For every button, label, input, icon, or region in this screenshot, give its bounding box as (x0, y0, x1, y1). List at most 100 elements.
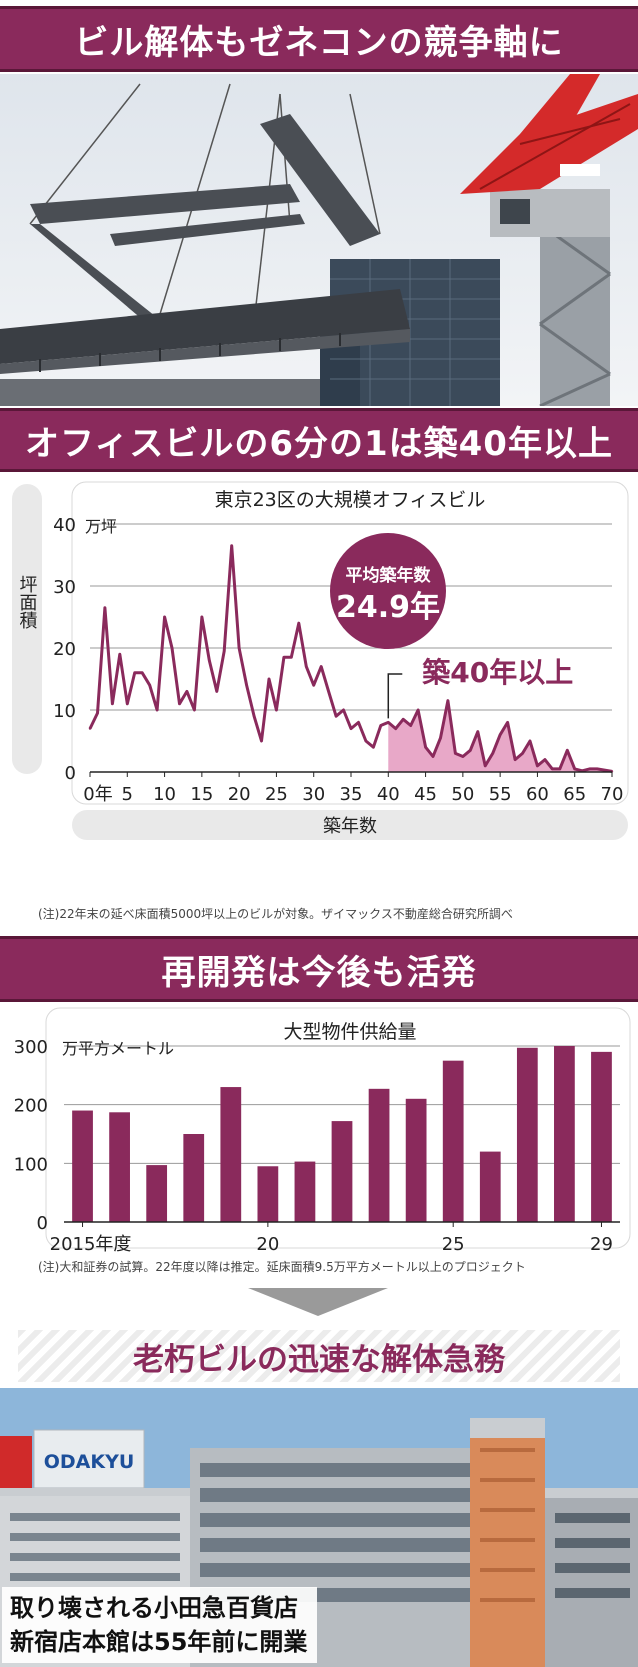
chart1-xtick: 50 (451, 784, 474, 805)
chart1-point (327, 690, 330, 693)
chart1-point (163, 615, 166, 619)
chart1-point (543, 758, 547, 761)
chart2-bar (479, 1151, 501, 1222)
chart1-point (528, 739, 532, 743)
chart1-point (305, 665, 308, 668)
chart1-xtick: 55 (489, 784, 512, 805)
chart1-point (96, 711, 99, 715)
chart2-bar (368, 1088, 390, 1222)
headline-4: 老朽ビルの迅速な解体急務 (133, 1341, 505, 1378)
chart2-area: 大型物件供給量 0 100 200 300 万平方メートル 2015年度 20 25 29 (0, 1004, 638, 1256)
annotation-label: 築40年以上 (421, 656, 573, 689)
chart1-ylabel: 坪面積 (17, 575, 38, 629)
down-arrow-icon (248, 1288, 388, 1316)
chart1-point (170, 646, 174, 650)
ylabel-pill (12, 484, 42, 774)
headline-banner-2: オフィスビルの6分の1は築40年以上 (0, 408, 638, 472)
chart1-point (334, 715, 338, 718)
chart1-point (349, 727, 353, 730)
chart1-point (141, 671, 144, 674)
chart2-bar (405, 1098, 427, 1222)
chart2-xtick: 20 (256, 1234, 279, 1255)
chart1-point (252, 715, 256, 718)
chart1-xtick: 65 (563, 784, 586, 805)
chart2-bar (220, 1087, 242, 1222)
chart1-point (267, 677, 271, 681)
chart1-point (357, 721, 360, 724)
chart1-point (133, 671, 136, 674)
chart2-title: 大型物件供給量 (283, 1021, 416, 1043)
chart1-note: (注)22年末の延べ床面積5000坪以上のビルが対象。ザイマックス不動産総合研究… (38, 907, 513, 921)
chart1-point (506, 721, 509, 724)
chart1-point (416, 708, 420, 712)
chart1-point (551, 767, 554, 771)
chart1-point (297, 622, 300, 625)
chart1-xtick: 0年 (83, 784, 112, 805)
chart1-point (178, 702, 181, 705)
chart1-point (372, 746, 375, 749)
chart1-point (573, 767, 576, 771)
chart2-bar (146, 1165, 168, 1222)
chart1-point (588, 767, 591, 771)
chart1-point (290, 656, 293, 659)
chart1-xlabel: 築年数 (323, 816, 377, 837)
chart1-point (312, 684, 315, 687)
chart2-xtick: 2015年度 (50, 1234, 132, 1255)
chart2-bar (554, 1046, 575, 1222)
headline-2: オフィスビルの6分の1は築40年以上 (25, 423, 613, 464)
chart2-xtick: 29 (590, 1234, 613, 1255)
chart1-ytick: 20 (53, 639, 76, 660)
photo-caption: 取り壊される小田急百貨店 新宿店本館は55年前に開業 (2, 1587, 318, 1663)
chart1-point (185, 690, 189, 693)
chart1-xtick: 30 (302, 784, 325, 805)
chart2-bar (331, 1121, 353, 1222)
chart1-point (223, 649, 226, 653)
chart1-point (566, 749, 569, 752)
chart1-ytick: 0 (65, 763, 76, 784)
department-store-photo: ODAKYU 取り壊される小田急百貨店 新宿店本館は (0, 1388, 638, 1667)
headline-1: ビル解体もゼネコンの競争軸に (74, 22, 564, 63)
chart1-point (245, 684, 248, 687)
chart1-point (521, 752, 524, 755)
chart1-ytick: 10 (53, 701, 76, 722)
chart1-xtick: 15 (190, 784, 213, 805)
chart1-point (319, 665, 323, 668)
chart2-bar (257, 1166, 279, 1222)
chart2-ytick: 300 (14, 1037, 48, 1058)
chart2-note: (注)大和証券の試算。22年度以降は推定。延床面積9.5万平方メートル以上のプロ… (38, 1260, 526, 1274)
average-age-bubble (330, 533, 446, 649)
chart1-ytick: 30 (53, 577, 76, 598)
photo-caption-line1: 取り壊される小田急百貨店 (10, 1594, 298, 1622)
chart1-unit: 万坪 (85, 517, 117, 536)
chart1-point (148, 684, 151, 687)
chart1-point (558, 767, 561, 771)
headline-banner-4: 老朽ビルの迅速な解体急務 (18, 1330, 620, 1382)
average-age-value: 24.9年 (336, 590, 440, 625)
chart1-xtick: 40 (377, 784, 400, 805)
chart1-point (536, 764, 539, 767)
store-sign: ODAKYU (44, 1451, 135, 1473)
chart1-point (394, 727, 397, 730)
chart1-point (379, 724, 383, 727)
chart2-bar (516, 1047, 538, 1222)
chart1-xtick: 20 (228, 784, 251, 805)
chart2-xtick: 25 (442, 1234, 465, 1255)
chart2-bar (294, 1161, 316, 1222)
chart2-ytick: 0 (37, 1213, 48, 1234)
chart1-xtick: 5 (122, 784, 133, 805)
chart1-point (498, 733, 502, 736)
chart1-point (88, 727, 92, 730)
chart1-point (431, 755, 435, 758)
chart1-area: 坪面積 築年数 0 10 20 30 40 万坪 東京23区の大規模オフィスビル 0年 5 10 15 2… (0, 474, 638, 904)
chart1-panel (71, 481, 629, 805)
construction-illustration (0, 74, 638, 406)
chart2-bar (442, 1060, 464, 1222)
chart1-point (260, 739, 263, 743)
chart1-xtick: 25 (265, 784, 288, 805)
chart1-point (118, 653, 122, 656)
headline-banner-3: 再開発は今後も活発 (0, 936, 638, 1002)
chart1-point (200, 615, 204, 619)
supply-volume-chart: 大型物件供給量 0 100 200 300 万平方メートル 2015年度 20 25 29 (14, 1007, 631, 1255)
chart1-point (461, 755, 465, 758)
